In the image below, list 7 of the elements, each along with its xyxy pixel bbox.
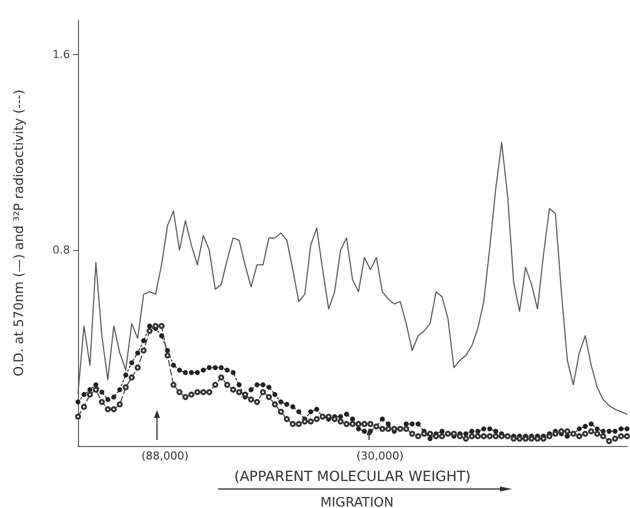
x-axis-title: (APPARENT MOLECULAR WEIGHT) — [234, 469, 471, 485]
y-tick-label: 0.8 — [52, 244, 70, 257]
text: (30,000) — [356, 450, 404, 462]
text: (88,000) — [141, 450, 189, 462]
y-axis-title: O.D. at 570nm (—) and ³²P radioactivity (---) — [12, 90, 27, 376]
y-tick-label: 1.6 — [52, 48, 70, 61]
text: MIGRATION — [320, 496, 394, 508]
